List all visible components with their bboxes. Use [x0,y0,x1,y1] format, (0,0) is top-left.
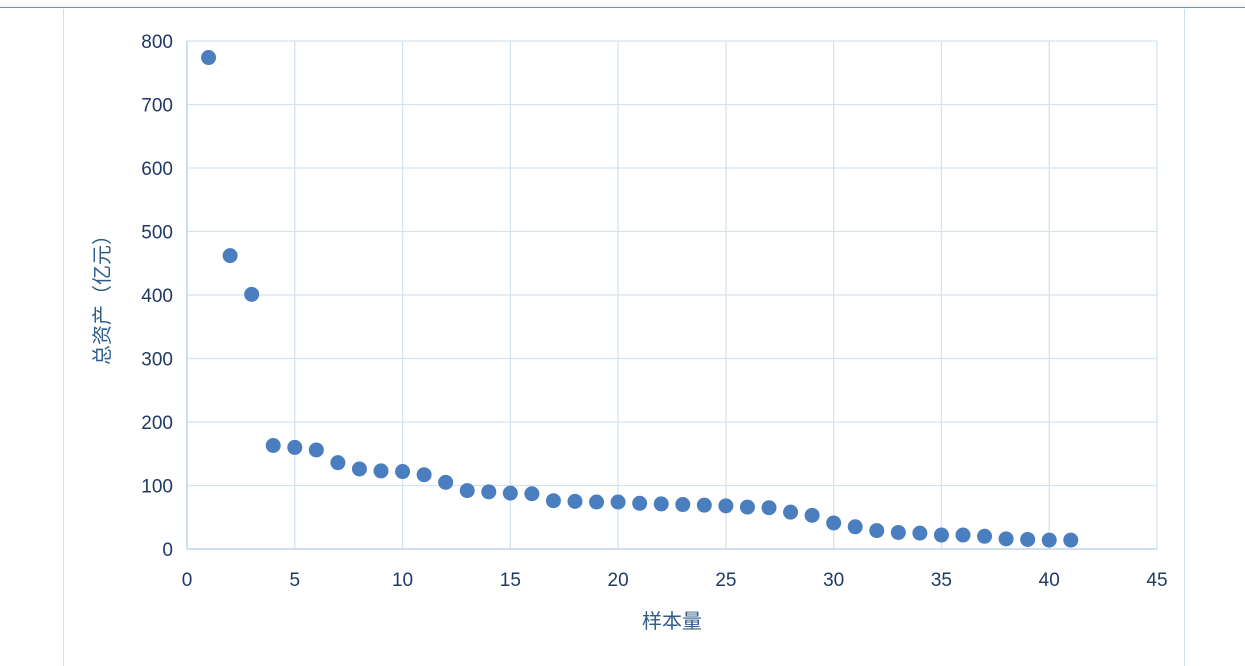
data-point [1063,532,1079,548]
data-point [524,486,540,502]
data-point [933,527,949,543]
scatter-chart: 0 100 200 300 400 500 600 700 800 0 5 10 15 20 25 30 35 4… [90,32,1168,633]
data-point [222,248,238,264]
data-point [977,528,993,544]
data-point [373,463,389,479]
y-tick-label: 0 [162,540,173,561]
data-point [201,50,217,66]
axes [186,41,1157,550]
x-tick-label: 35 [931,570,952,591]
y-tick-label: 800 [141,32,173,53]
y-tick-label: 100 [141,477,173,498]
data-point [998,531,1014,547]
y-tick-label: 400 [141,286,173,307]
data-point [869,523,885,539]
data-points [201,50,1079,548]
data-point [653,496,669,512]
x-tick-label: 40 [1039,570,1060,591]
x-tick-label: 15 [500,570,521,591]
data-point [675,497,691,513]
data-point [890,524,906,540]
data-point [696,497,712,513]
top-border-line [0,7,1245,8]
x-tick-label: 45 [1146,570,1167,591]
data-point [481,484,497,500]
x-tick-label: 0 [182,570,193,591]
data-point [912,525,928,541]
chart-area: 0 100 200 300 400 500 600 700 800 0 5 10 15 20 25 30 35 4… [63,9,1185,666]
data-point [739,499,755,515]
y-tick-label: 700 [141,96,173,117]
x-tick-label: 20 [608,570,629,591]
data-point [265,437,281,453]
data-point [438,474,454,490]
data-point [502,485,518,501]
y-tick-label: 500 [141,223,173,244]
data-point [287,439,303,455]
data-point [1041,532,1057,548]
data-point [718,498,734,514]
grid-lines [187,40,1158,549]
data-point [351,461,367,477]
data-point [459,483,475,499]
data-point [610,494,626,510]
data-point [632,495,648,511]
y-tick-label: 200 [141,413,173,434]
y-axis-title: 总资产（亿元） [90,225,114,365]
data-point [308,442,324,458]
y-tick-label: 600 [141,159,173,180]
x-tick-label: 10 [392,570,413,591]
data-point [395,464,411,480]
x-tick-label: 25 [715,570,736,591]
x-axis-title: 样本量 [642,609,702,633]
y-tick-label: 300 [141,350,173,371]
data-point [761,500,777,516]
data-point [416,467,432,483]
data-point [545,493,561,509]
data-point [955,527,971,543]
x-tick-label: 5 [289,570,300,591]
data-point [589,494,605,510]
data-point [244,286,260,302]
x-tick-label: 30 [823,570,844,591]
data-point [1020,531,1036,547]
tick-labels: 0 100 200 300 400 500 600 700 800 0 5 10 15 20 25 30 35 4… [141,32,1167,591]
data-point [330,455,346,471]
data-point [847,519,863,535]
data-point [783,504,799,520]
data-point [804,507,820,523]
data-point [567,493,583,509]
data-point [826,515,842,531]
